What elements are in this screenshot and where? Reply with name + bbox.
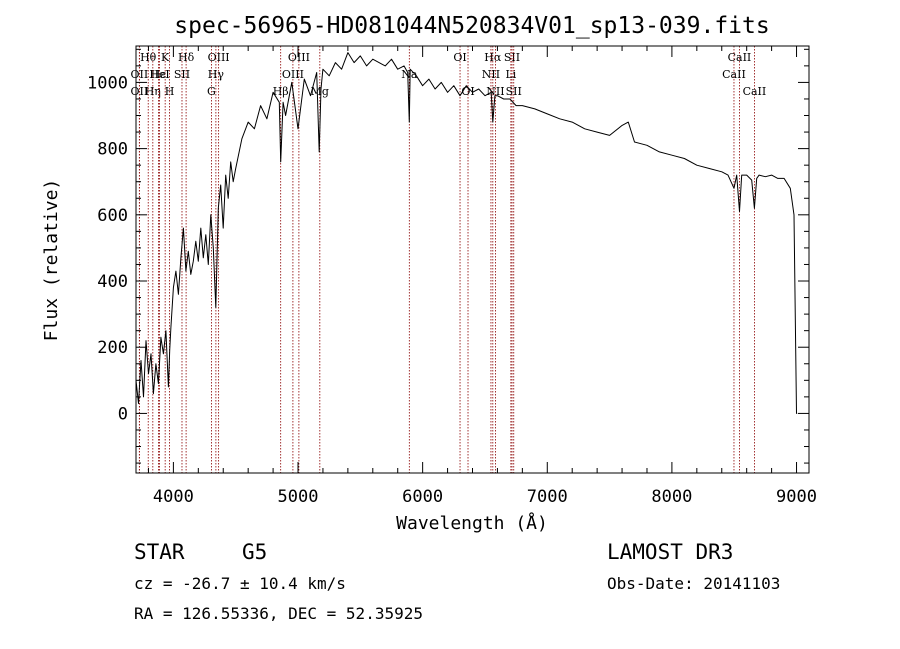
obs-date-text: Obs-Date: 20141103 [607, 574, 780, 593]
spectral-line-label: K [161, 51, 170, 64]
spectral-line-label: OIII [288, 51, 310, 64]
spectral-line-label: Hβ [273, 85, 289, 98]
y-tick-label: 400 [97, 272, 128, 292]
spectral-line-label: NII [482, 68, 500, 81]
spectrum-series [135, 52, 798, 414]
spectral-line-label: G [207, 85, 216, 98]
chart-title: spec-56965-HD081044N520834V01_sp13-039.f… [174, 13, 769, 39]
y-axis-label: Flux (relative) [41, 179, 62, 342]
x-tick-label: 5000 [278, 487, 319, 507]
x-tick-label: 7000 [527, 487, 568, 507]
y-axis-ticks: 0 200 400 600 800 1000 [87, 48, 809, 464]
spectral-line-label: OII [131, 85, 149, 98]
x-tick-label: 9000 [776, 487, 817, 507]
spectrum-line [135, 52, 798, 414]
spectral-line-label: OIII [208, 51, 230, 64]
spectral-line-label: Hγ [208, 68, 225, 81]
y-tick-label: 800 [97, 140, 128, 160]
spectral-line-label: Mg [311, 85, 329, 98]
y-tick-label: 1000 [87, 73, 128, 93]
plot-frame [135, 45, 810, 474]
spectral-line-label: Hα [484, 51, 502, 64]
spectral-line-label: H [165, 85, 175, 98]
spectral-line-label: SII [506, 85, 522, 98]
spectral-line-label: Hη [145, 85, 161, 98]
x-tick-label: 8000 [651, 487, 692, 507]
object-class: STAR [134, 540, 185, 564]
y-tick-label: 600 [97, 206, 128, 226]
spectral-line-label: SII [174, 68, 190, 81]
spectral-line-label: Na [401, 68, 418, 81]
spectral-line-label: Hδ [178, 51, 195, 64]
object-subclass: G5 [242, 540, 267, 564]
x-axis-ticks: 4000 5000 6000 7000 8000 9000 [147, 46, 817, 507]
spectral-line-label: Li [505, 68, 516, 81]
spectral-line-label: CaII [728, 51, 752, 64]
spectral-line-label: OIII [282, 68, 304, 81]
y-tick-label: 0 [118, 404, 128, 424]
spectral-line-label: Hθ [140, 51, 157, 64]
spectral-line-label: OI [453, 51, 466, 64]
spectral-line-label: CaII [743, 85, 767, 98]
x-tick-label: 6000 [402, 487, 443, 507]
spectral-line-label: HeI [149, 68, 169, 81]
spectral-line-label: Hε [151, 68, 167, 81]
x-axis-label: Wavelength (Å) [396, 512, 548, 534]
y-tick-label: 200 [97, 338, 128, 358]
coordinates-text: RA = 126.55336, DEC = 52.35925 [134, 604, 423, 623]
survey-name: LAMOST DR3 [607, 540, 733, 564]
spectral-line-label: SII [504, 51, 520, 64]
redshift-text: cz = -26.7 ± 10.4 km/s [134, 574, 346, 593]
x-tick-label: 4000 [153, 487, 194, 507]
spectral-line-label: CaII [722, 68, 746, 81]
